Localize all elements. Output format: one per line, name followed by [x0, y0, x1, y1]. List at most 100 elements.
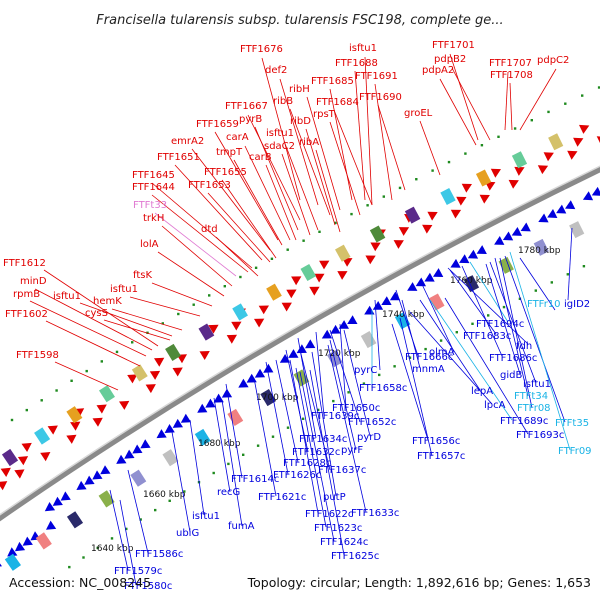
scale-label: 1720 kbp: [318, 349, 361, 359]
gene-arrow: [364, 305, 375, 315]
gene-label: recG: [217, 487, 240, 498]
gene-arrow: [476, 245, 487, 254]
gene-arrow: [508, 179, 519, 189]
gene-label: ftsK: [133, 270, 152, 281]
gene-arrow: [450, 258, 461, 268]
gene-label: FTF1632c: [292, 447, 340, 458]
gc-dot: [487, 314, 490, 317]
gc-dot: [513, 127, 517, 130]
gene-arrow: [450, 209, 462, 219]
gene-label: groEL: [404, 108, 433, 119]
gene-arrow: [124, 449, 135, 459]
gene-label: FTF1658c: [359, 383, 407, 394]
gene-block: [194, 428, 211, 446]
gene-label: pdpA2: [422, 65, 454, 76]
gene-block: [266, 283, 282, 301]
gene-label: FTF1694c: [476, 319, 524, 330]
leader-line: [519, 257, 556, 311]
leader-line: [275, 359, 299, 463]
gene-arrow: [479, 194, 490, 204]
gene-label: FTF1621c: [258, 492, 306, 503]
gene-arrow: [84, 475, 95, 485]
gene-arrow: [221, 388, 233, 398]
gene-block: [404, 206, 421, 224]
gene-arrow: [21, 442, 32, 452]
gc-dot: [115, 350, 119, 354]
gene-arrow: [231, 321, 242, 331]
gene-block: [440, 187, 456, 206]
gc-dot: [582, 265, 586, 268]
gene-label: fdh: [516, 341, 532, 352]
gene-label: FTF1656c: [412, 436, 460, 447]
gene-label: FTF1612: [3, 258, 46, 269]
gc-dot: [177, 312, 180, 316]
leader-line: [34, 288, 153, 351]
leader-line: [225, 383, 243, 479]
gene-arrow: [547, 209, 558, 218]
scale-label: 1760 kbp: [450, 276, 493, 286]
leader-line: [221, 399, 243, 527]
gene-arrow: [330, 324, 341, 334]
gc-dot: [168, 499, 171, 502]
gene-arrow: [309, 286, 320, 296]
gene-block: [162, 449, 179, 467]
gene-arrow: [145, 384, 156, 394]
gene-block: [1, 448, 19, 467]
gene-label: FTF1651: [157, 152, 200, 163]
gene-arrow: [296, 344, 307, 354]
gene-arrow: [502, 231, 514, 241]
gene-label: FTF1676: [240, 44, 283, 55]
gene-arrow: [543, 152, 554, 162]
leader-line: [154, 212, 237, 277]
gene-label: FTF1579c: [114, 566, 162, 577]
leader-line: [221, 179, 277, 259]
gene-block: [98, 490, 115, 508]
gc-dot: [208, 294, 211, 297]
gc-dot: [96, 546, 99, 550]
leader-line: [504, 255, 566, 423]
gene-label: FTF1637c: [318, 465, 366, 476]
gc-dot: [455, 331, 458, 334]
gene-block: [34, 427, 51, 445]
gene-label: isftu1: [110, 284, 138, 295]
gene-label: emrA2: [171, 136, 204, 147]
gene-arrow: [70, 421, 81, 431]
leader-line: [519, 68, 557, 131]
gene-label: FTF1634c: [299, 434, 347, 445]
leader-line: [409, 311, 493, 405]
leader-line: [439, 78, 477, 146]
leader-line: [283, 140, 319, 231]
gene-arrow: [205, 398, 216, 408]
leader-line: [343, 329, 371, 437]
gc-dot: [270, 257, 274, 260]
gene-arrow: [314, 273, 325, 283]
gene-label: FTF1657c: [417, 451, 465, 462]
leader-line: [461, 265, 503, 357]
gene-label: ubiG: [176, 528, 199, 539]
gene-block: [300, 263, 317, 282]
gene-block: [511, 151, 528, 169]
gene-label: FTF1666c: [405, 352, 453, 363]
gene-label: FTF1655: [204, 167, 247, 178]
leader-line: [233, 159, 283, 246]
leader-line: [29, 300, 147, 357]
gene-label: FTF1708: [490, 70, 533, 81]
leader-line: [449, 53, 479, 141]
gene-label: gidB: [500, 370, 522, 381]
gene-label: pyrB: [239, 114, 262, 125]
gc-dot: [125, 527, 128, 531]
gene-arrow: [100, 465, 111, 475]
leader-line: [103, 319, 171, 341]
gene-arrow: [456, 196, 467, 206]
leader-line: [45, 320, 141, 367]
scale-label: 1660 kbp: [143, 490, 186, 500]
gene-label: FTF1701: [432, 40, 475, 51]
gene-label: FTF1580c: [124, 581, 172, 592]
gc-dot: [223, 285, 226, 288]
gene-label: pyrC: [354, 365, 377, 376]
leader-line: [265, 164, 297, 241]
gene-label: lepA: [471, 386, 493, 397]
gene-arrow: [511, 227, 522, 236]
gene-block: [131, 364, 148, 382]
gene-label: FTFt34: [514, 391, 548, 402]
